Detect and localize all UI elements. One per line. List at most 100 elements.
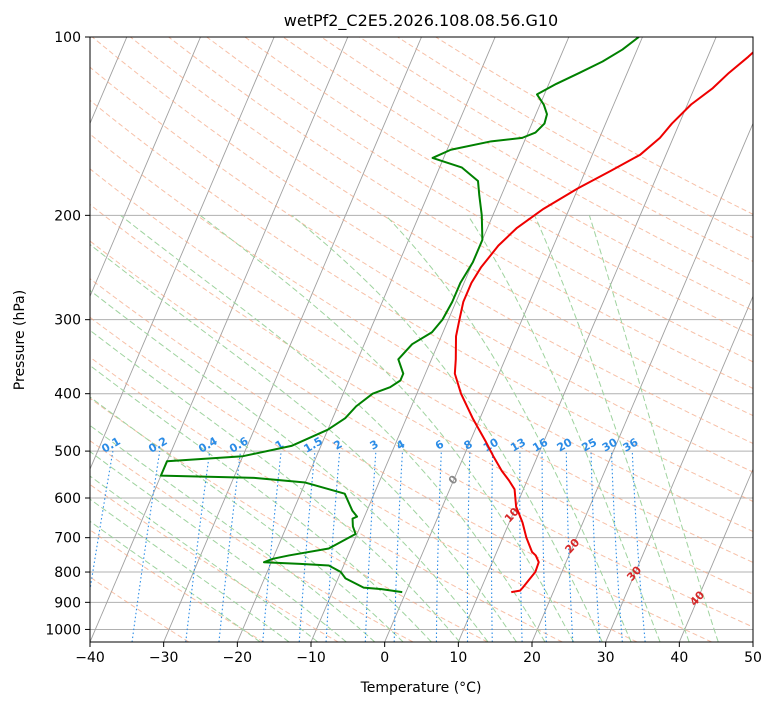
moist-adiabat-line [199,214,575,642]
mixing-ratio-label: 0.2 [146,435,169,456]
mixing-ratio-line [590,451,601,642]
mixing-ratio-label: 0.6 [227,434,251,455]
dry-adiabat-line [90,203,753,595]
moist-adiabat-line [291,214,603,642]
mixing-ratio-line [364,451,377,642]
y-tick-label: 300 [54,313,81,329]
x-tick-label: −40 [75,650,105,666]
y-tick-label: 700 [54,531,81,547]
mixing-ratio-line [435,451,442,642]
dry-adiabat-line [90,240,753,628]
dry-adiabat-line [90,99,753,502]
isotherm-line [752,640,753,642]
y-tick-label: 1000 [45,622,81,638]
moist-adiabat-line [385,214,632,642]
moist-adiabat-line [90,451,347,642]
dry-adiabat-line [90,168,753,563]
moist-adiabat-line [90,498,290,642]
isotherm-label: 20 [562,536,582,556]
isotherm-line [457,37,717,642]
x-tick-label: 30 [597,650,615,666]
isotherm-line [678,467,753,642]
dry-adiabat-line [90,529,264,642]
mixing-ratio-line [610,451,623,642]
dry-adiabat-line [90,278,712,642]
moist-adiabat-line [90,289,489,642]
axes: −40 −30 −20 −10 0 10 20 30 40 5010020030040050060… [45,30,762,666]
dry-adiabat-line [244,37,753,337]
dry-adiabat-line [90,133,753,533]
y-axis-title: Pressure (hPa) [12,290,28,390]
mixing-ratio-line [466,451,471,642]
y-tick-label: 500 [54,444,81,460]
dry-adiabat-line [90,397,488,642]
dewpoint-profile [159,37,640,594]
dry-adiabat-line [90,483,339,642]
isotherm-label: 40 [687,588,707,608]
moist-adiabat-line [588,215,719,642]
mixing-ratio-label: 8 [462,438,475,453]
moist-adiabat-line [90,243,517,642]
isotherm-line [90,37,201,298]
x-tick-label: −10 [296,650,326,666]
mixing-ratio-line [491,451,494,642]
mixing-ratio-label: 25 [579,436,599,455]
mixing-ratio-label: 30 [600,435,620,454]
isotherm-line [90,37,275,471]
x-tick-label: 10 [449,650,467,666]
mixing-ratio-label: 13 [508,436,528,455]
moist-adiabat-line [467,215,661,642]
y-tick-label: 800 [54,565,81,581]
x-tick-label: 50 [744,650,762,666]
mixing-ratio-line [298,451,316,642]
isotherm-line [605,295,753,642]
x-tick-label: −20 [223,650,253,666]
x-tick-label: 0 [380,650,389,666]
moist-adiabat-line [90,520,261,642]
x-tick-label: 20 [523,650,541,666]
isotherm-label: 30 [624,563,644,583]
isotherm-label: 0 [446,472,461,487]
mixing-ratio-label: 16 [530,435,550,454]
mixing-ratio-line [131,451,161,642]
dry-adiabat-line [282,37,753,312]
moist-adiabat-line [90,475,319,642]
moist-adiabat-line [90,424,376,642]
dry-adiabat-line [168,37,753,389]
dry-adiabat-line [91,37,753,445]
x-tick-label: −30 [149,650,179,666]
y-tick-label: 200 [54,208,81,224]
y-tick-label: 900 [54,595,81,611]
isotherm-line [310,37,570,642]
dry-adiabat-line [90,440,414,642]
isotherm-line [384,37,643,642]
mixing-ratio-line [185,451,211,642]
moist-adiabat-line [534,215,690,642]
x-tick-label: 40 [670,650,688,666]
moist-adiabat-line [90,329,461,642]
mixing-ratio-line [262,451,282,642]
mixing-ratio-label: 2 [331,438,344,453]
moist-adiabat-line [120,214,546,642]
moist-adiabat-line [90,396,404,642]
mixing-ratio-label: 0.4 [196,434,220,455]
x-axis-title: Temperature (°C) [360,680,482,696]
moist-adiabat-line [90,364,432,642]
dry-adiabat-line [90,356,563,642]
isotherm-line [236,37,496,642]
plot-area: 0.1 0.2 0.4 0.6 1 1.5 2 3 4 6 8 10 13 16 20 25 30 3601020… [90,37,753,642]
mixing-ratio-label: 1.5 [301,435,324,456]
dry-adiabat-line [90,576,190,642]
dry-adiabat-line [90,66,753,473]
dry-adiabat-line [435,37,753,215]
mixing-ratio-line [218,451,242,642]
mixing-ratio-line [631,451,646,642]
chart-title: wetPf2_C2E5.2026.108.08.56.G10 [284,11,558,31]
mixing-ratio-label: 6 [433,437,446,452]
y-tick-label: 600 [54,491,81,507]
y-tick-label: 100 [54,30,81,46]
temperature-profile [453,51,753,594]
isotherm-line [531,122,753,642]
